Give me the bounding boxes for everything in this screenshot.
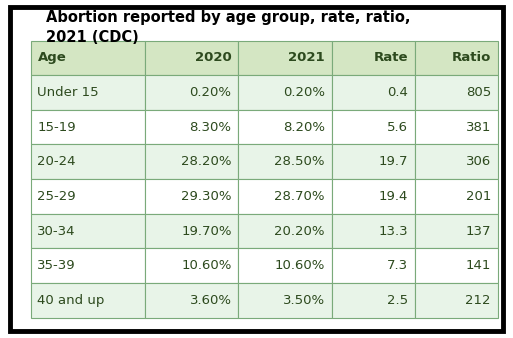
Bar	[145, 214, 238, 248]
Text: 0.4: 0.4	[387, 86, 408, 99]
Bar	[238, 248, 331, 283]
Bar	[331, 145, 415, 179]
Text: 8.20%: 8.20%	[283, 121, 325, 134]
Bar	[31, 75, 145, 110]
Text: 15-19: 15-19	[37, 121, 76, 134]
Text: 3.60%: 3.60%	[190, 294, 231, 307]
Bar	[145, 41, 238, 75]
Bar	[31, 110, 145, 145]
Text: Age: Age	[37, 51, 66, 64]
Bar	[415, 41, 498, 75]
Text: 2021: 2021	[288, 51, 325, 64]
Bar	[238, 75, 331, 110]
Text: 19.70%: 19.70%	[181, 225, 231, 238]
Bar	[238, 41, 331, 75]
Text: 28.20%: 28.20%	[181, 155, 231, 168]
Bar	[145, 75, 238, 110]
Text: 25-29: 25-29	[37, 190, 76, 203]
Bar	[331, 41, 415, 75]
Text: 805: 805	[466, 86, 491, 99]
Text: 10.60%: 10.60%	[274, 259, 325, 272]
Bar	[415, 248, 498, 283]
Bar	[415, 110, 498, 145]
Bar	[331, 214, 415, 248]
Text: 29.30%: 29.30%	[181, 190, 231, 203]
Text: 5.6: 5.6	[387, 121, 408, 134]
Text: Ratio: Ratio	[451, 51, 491, 64]
Text: 381: 381	[466, 121, 491, 134]
Text: 137: 137	[465, 225, 491, 238]
Text: 28.50%: 28.50%	[274, 155, 325, 168]
Bar	[331, 283, 415, 318]
Bar	[331, 75, 415, 110]
Text: 3.50%: 3.50%	[283, 294, 325, 307]
Text: Rate: Rate	[373, 51, 408, 64]
Text: 141: 141	[466, 259, 491, 272]
Text: 201: 201	[466, 190, 491, 203]
Bar	[31, 145, 145, 179]
Text: 28.70%: 28.70%	[274, 190, 325, 203]
Bar	[415, 145, 498, 179]
Text: 20-24: 20-24	[37, 155, 76, 168]
Text: 306: 306	[466, 155, 491, 168]
Bar	[145, 283, 238, 318]
Text: 19.4: 19.4	[379, 190, 408, 203]
Text: Abortion reported by age group, rate, ratio,
2021 (CDC): Abortion reported by age group, rate, ra…	[46, 10, 411, 45]
Text: 212: 212	[465, 294, 491, 307]
Bar	[331, 179, 415, 214]
Bar	[238, 283, 331, 318]
Text: 2.5: 2.5	[387, 294, 408, 307]
Bar	[415, 75, 498, 110]
Text: 7.3: 7.3	[387, 259, 408, 272]
Bar	[238, 214, 331, 248]
Bar	[415, 179, 498, 214]
Text: 20.20%: 20.20%	[274, 225, 325, 238]
Text: 2020: 2020	[195, 51, 231, 64]
Bar	[238, 110, 331, 145]
Bar	[31, 41, 145, 75]
Text: 35-39: 35-39	[37, 259, 76, 272]
Text: 13.3: 13.3	[378, 225, 408, 238]
Bar	[145, 110, 238, 145]
Bar	[415, 214, 498, 248]
Text: 19.7: 19.7	[379, 155, 408, 168]
Text: 0.20%: 0.20%	[190, 86, 231, 99]
Bar	[31, 248, 145, 283]
Bar	[31, 214, 145, 248]
Bar	[31, 179, 145, 214]
Text: 8.30%: 8.30%	[190, 121, 231, 134]
Bar	[331, 110, 415, 145]
Text: 30-34: 30-34	[37, 225, 76, 238]
Bar	[331, 248, 415, 283]
Bar	[145, 248, 238, 283]
Bar	[238, 145, 331, 179]
Bar	[145, 145, 238, 179]
Text: Under 15: Under 15	[37, 86, 99, 99]
Bar	[31, 283, 145, 318]
Bar	[145, 179, 238, 214]
Bar	[238, 179, 331, 214]
Text: 0.20%: 0.20%	[283, 86, 325, 99]
Text: 40 and up: 40 and up	[37, 294, 105, 307]
Bar	[415, 283, 498, 318]
Text: 10.60%: 10.60%	[181, 259, 231, 272]
